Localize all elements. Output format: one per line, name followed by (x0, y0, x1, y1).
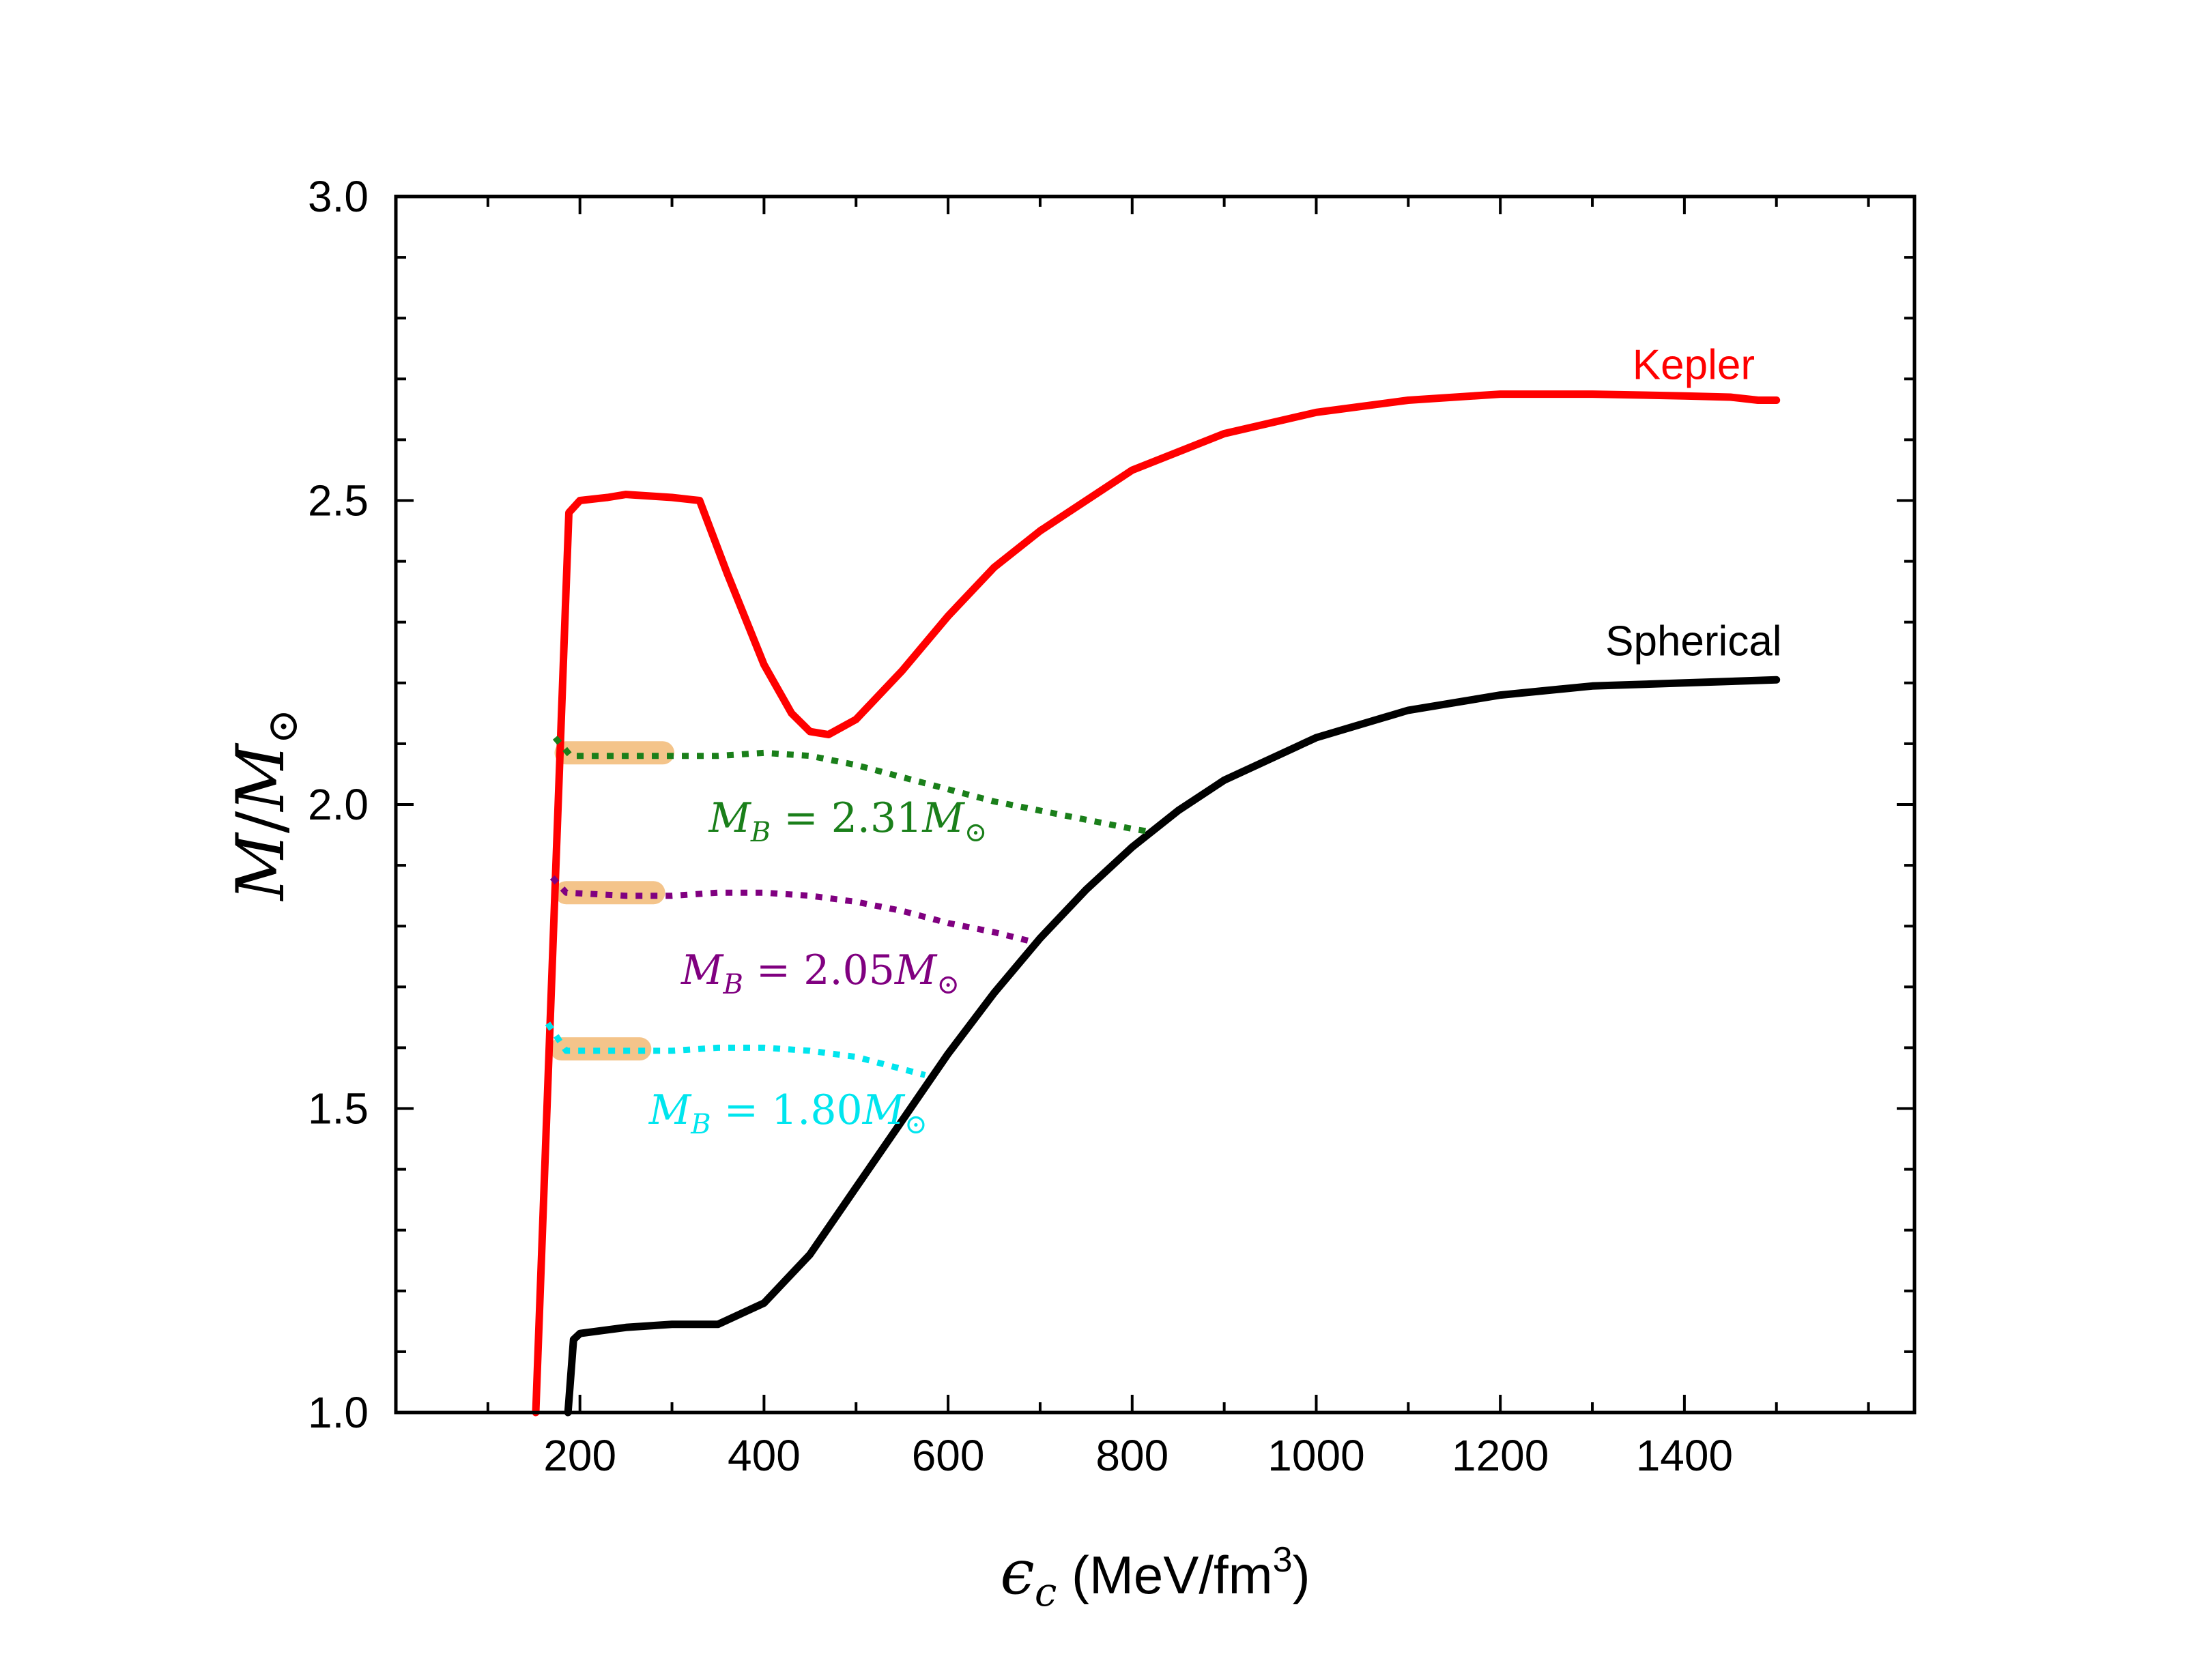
x-tick-label: 800 (1095, 1431, 1168, 1480)
kepler-curve (532, 390, 1781, 1417)
spherical-label: Spherical (1605, 618, 1781, 665)
series-layer (532, 390, 1781, 1417)
y-tick-label: 2.5 (308, 476, 369, 525)
x-tick-label: 200 (543, 1431, 616, 1480)
mb180-annotation: MB = 1.80M⊙ (648, 1086, 928, 1140)
y-axis-title: M/M⊙ (223, 709, 307, 902)
x-tick-label: 400 (728, 1431, 801, 1480)
mb231-annotation: MB = 2.31M⊙ (708, 794, 987, 848)
x-tick-label: 1200 (1452, 1431, 1549, 1480)
kepler-label: Kepler (1633, 341, 1755, 388)
axes-layer: 200 400 600 800 1000 1200 1400 1.0 1.5 2.0 2.5 3.0 ϵ… (223, 172, 1917, 1615)
labels-layer: Kepler Spherical MB = 2.31M⊙ MB = 2.05M⊙ MB … (648, 341, 1782, 1140)
y-tick-label: 1.5 (308, 1084, 369, 1133)
mb-205-curve (549, 875, 1032, 944)
x-tick-label: 1000 (1267, 1431, 1364, 1480)
y-tick-label: 1.0 (308, 1388, 369, 1437)
x-tick-label: 600 (912, 1431, 985, 1480)
mb205-annotation: MB = 2.05M⊙ (680, 946, 960, 1000)
spherical-curve (564, 676, 1781, 1417)
mb-231-curve (552, 736, 1151, 835)
mb-180-curve (545, 1022, 926, 1078)
x-axis-title: ϵc (MeV/fm3) (1000, 1537, 1310, 1615)
y-tick-label: 3.0 (308, 172, 369, 221)
x-tick-label: 1400 (1636, 1431, 1733, 1480)
y-tick-label: 2.0 (308, 780, 369, 829)
